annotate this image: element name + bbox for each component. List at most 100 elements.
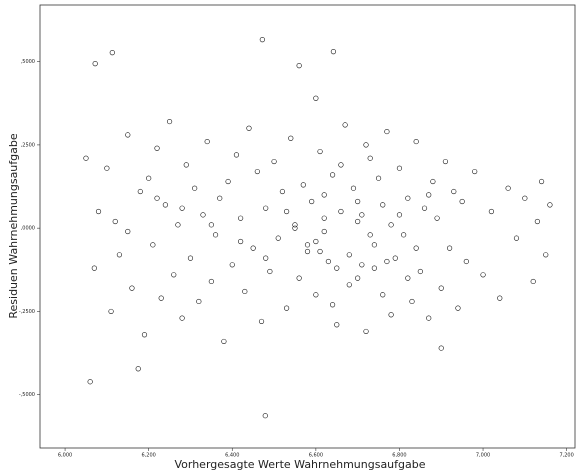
x-tick-label: 6,400 bbox=[225, 453, 239, 459]
point bbox=[401, 232, 407, 238]
point bbox=[426, 192, 432, 198]
point bbox=[279, 188, 286, 195]
point bbox=[455, 305, 461, 311]
point bbox=[346, 252, 352, 258]
point bbox=[447, 245, 453, 251]
point bbox=[137, 188, 143, 195]
point bbox=[409, 298, 415, 305]
point bbox=[192, 185, 198, 191]
point bbox=[321, 228, 327, 235]
point bbox=[367, 155, 373, 161]
point bbox=[204, 138, 210, 145]
point bbox=[179, 315, 185, 321]
point bbox=[505, 185, 511, 191]
point bbox=[451, 188, 457, 195]
point bbox=[238, 215, 244, 221]
point bbox=[534, 218, 540, 225]
point bbox=[442, 158, 449, 165]
point bbox=[359, 212, 365, 218]
x-tick-label: 6,200 bbox=[142, 453, 156, 459]
y-tick-label: ,0000 bbox=[21, 226, 35, 232]
x-tick-label: 6,800 bbox=[392, 453, 406, 459]
point bbox=[141, 332, 148, 338]
y-tick-label: ,2500 bbox=[21, 142, 35, 148]
point bbox=[405, 275, 411, 281]
point bbox=[233, 152, 240, 158]
point bbox=[108, 308, 114, 315]
point bbox=[384, 258, 390, 265]
point bbox=[135, 366, 141, 372]
point bbox=[375, 175, 382, 181]
point bbox=[388, 312, 394, 318]
point bbox=[254, 168, 260, 175]
point bbox=[329, 172, 336, 178]
point bbox=[329, 302, 336, 308]
point bbox=[488, 208, 495, 215]
point bbox=[359, 262, 365, 268]
point bbox=[413, 138, 419, 145]
point bbox=[263, 255, 269, 261]
x-tick-label: 7,200 bbox=[559, 453, 573, 459]
point bbox=[313, 95, 319, 101]
point bbox=[342, 122, 348, 128]
point bbox=[313, 292, 319, 298]
point bbox=[380, 292, 386, 298]
point bbox=[417, 268, 423, 275]
point bbox=[258, 318, 265, 325]
point bbox=[392, 255, 398, 261]
point bbox=[371, 265, 377, 271]
point bbox=[355, 218, 361, 225]
point bbox=[355, 198, 361, 205]
point bbox=[438, 345, 444, 351]
point bbox=[129, 285, 135, 291]
point bbox=[166, 118, 173, 125]
point bbox=[317, 248, 323, 255]
point bbox=[309, 198, 315, 205]
point bbox=[513, 235, 520, 241]
x-tick-label: 7,000 bbox=[476, 453, 490, 459]
point bbox=[91, 265, 97, 271]
point bbox=[217, 195, 223, 201]
x-tick-label: 6,600 bbox=[309, 453, 323, 459]
point bbox=[497, 295, 503, 301]
point bbox=[154, 145, 160, 151]
point bbox=[543, 252, 549, 258]
point bbox=[313, 238, 319, 245]
point bbox=[262, 413, 268, 419]
point bbox=[284, 305, 290, 311]
point bbox=[109, 50, 115, 56]
y-axis-label: Residuen Wahrnehmungsaufgabe bbox=[7, 133, 20, 318]
point bbox=[363, 328, 369, 335]
point bbox=[304, 242, 311, 248]
point bbox=[405, 195, 411, 201]
point bbox=[296, 275, 302, 281]
point bbox=[321, 192, 327, 198]
point bbox=[275, 235, 281, 241]
point bbox=[187, 255, 194, 261]
point bbox=[434, 215, 440, 221]
point bbox=[263, 205, 269, 211]
point bbox=[413, 245, 419, 251]
point bbox=[125, 132, 131, 138]
point bbox=[183, 162, 189, 168]
point bbox=[116, 252, 123, 258]
point bbox=[371, 242, 377, 248]
point bbox=[396, 165, 403, 171]
point bbox=[350, 185, 357, 191]
point bbox=[196, 298, 202, 305]
point bbox=[438, 285, 444, 291]
point bbox=[200, 212, 206, 218]
point bbox=[95, 208, 102, 215]
y-tick-label: ,5000 bbox=[21, 59, 35, 65]
point bbox=[83, 155, 89, 161]
point bbox=[363, 142, 369, 148]
point bbox=[547, 202, 553, 208]
point bbox=[300, 182, 306, 188]
point bbox=[212, 232, 219, 238]
point bbox=[92, 61, 98, 67]
point bbox=[171, 272, 177, 278]
point bbox=[246, 125, 252, 131]
point bbox=[242, 288, 248, 295]
point bbox=[154, 195, 160, 201]
